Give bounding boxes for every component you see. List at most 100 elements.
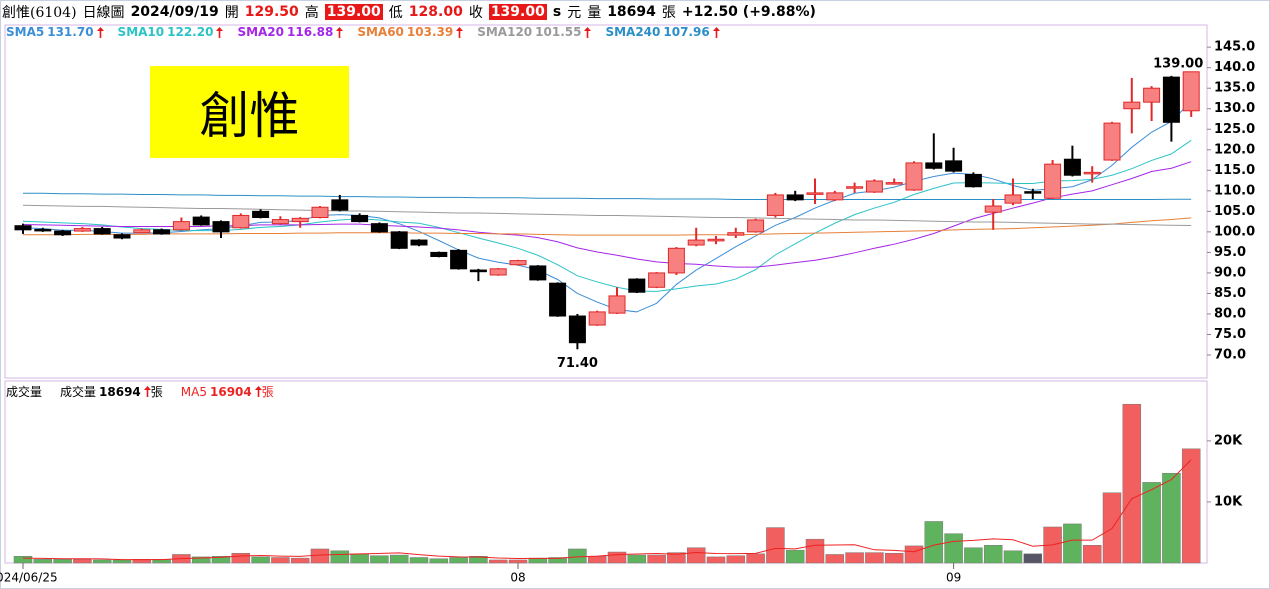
- candle-body: [1024, 191, 1042, 194]
- volume-bar: [488, 559, 508, 564]
- candle-body: [1143, 87, 1161, 103]
- volume-bar: [73, 559, 92, 564]
- volume-bar: [548, 557, 567, 564]
- candle-body: [945, 160, 963, 172]
- volume-bar: [766, 527, 785, 564]
- stock-name: 創惟(6104): [2, 5, 77, 21]
- candle-body: [390, 231, 408, 249]
- volume-bar: [92, 559, 112, 564]
- candle-body: [271, 219, 289, 225]
- y-tick-label: 125.0: [1214, 122, 1255, 137]
- volume-bar: [607, 551, 627, 564]
- volume-bar: [1063, 523, 1082, 564]
- volume-bar: [964, 547, 983, 564]
- candle-body: [747, 219, 765, 233]
- candle-body: [549, 282, 567, 317]
- volume: 18694: [607, 4, 656, 20]
- volume-bar: [370, 555, 389, 564]
- candle-body: [1044, 163, 1062, 199]
- candle-body: [489, 268, 507, 276]
- candle-body: [648, 272, 666, 288]
- candle-body: [628, 278, 646, 293]
- header: 創惟(6104) 日線圖 2024/09/19 開 129.50 高 139.0…: [2, 2, 816, 22]
- volume-bar: [647, 554, 666, 564]
- unit-s: s: [552, 4, 562, 20]
- y-tick-label: 120.0: [1214, 142, 1255, 157]
- y-tick-label: 95.0: [1214, 245, 1246, 260]
- candle-body: [846, 186, 864, 189]
- volume-bar: [251, 556, 270, 564]
- legend-value: 16904: [210, 384, 252, 399]
- candle-body: [133, 229, 151, 234]
- volume-panel: [4, 380, 1208, 564]
- close-label: 收: [468, 5, 483, 21]
- candle-body: [212, 221, 230, 233]
- volume-bar: [33, 559, 53, 564]
- y-tick-label: 20K: [1214, 433, 1243, 448]
- candle-body: [172, 221, 190, 231]
- candle-body: [291, 217, 309, 223]
- volume-bar: [310, 548, 330, 564]
- volume-bar: [1122, 403, 1142, 564]
- volume-bar: [231, 552, 251, 564]
- volume-bar: [587, 556, 607, 564]
- candle-body: [54, 230, 72, 236]
- low: 128.00: [408, 4, 463, 20]
- candle-body: [964, 173, 982, 188]
- candle-body: [984, 205, 1002, 213]
- volume-legend: 成交量 成交量 18694 張 MA5 16904 張: [6, 383, 292, 400]
- volume-bar: [53, 559, 72, 564]
- volume-bar: [1082, 545, 1102, 564]
- y-tick-label: 130.0: [1214, 101, 1255, 116]
- candle-body: [1004, 194, 1022, 204]
- legend-name: SMA20: [237, 25, 285, 39]
- volume-bar: [191, 556, 211, 564]
- candle-body: [905, 162, 923, 191]
- candle-body: [450, 249, 468, 270]
- ma-legend: SMA5 131.70 SMA10 122.20 SMA20 116.88 SMA60 103…: [6, 25, 734, 39]
- legend-name: 成交量: [60, 385, 97, 399]
- volume-bar: [1003, 550, 1023, 564]
- volume-bar: [865, 552, 884, 564]
- candle-body: [430, 251, 448, 258]
- up-arrow: [712, 26, 720, 38]
- y-tick-label: 70.0: [1214, 348, 1246, 363]
- candle-body: [252, 210, 270, 219]
- candle-body: [1083, 171, 1101, 175]
- legend-value: 103.39: [406, 25, 454, 39]
- volume-bar: [746, 553, 765, 564]
- date: 2024/09/19: [130, 4, 219, 20]
- volume-bar: [1162, 472, 1181, 564]
- candle-body: [568, 315, 586, 344]
- open-label: 開: [224, 5, 239, 21]
- candle-body: [370, 223, 388, 233]
- volume-bar: [409, 557, 429, 564]
- volume-bar: [429, 558, 449, 564]
- volume-bar: [13, 556, 33, 564]
- volume-bar: [983, 545, 1003, 564]
- y-tick-label: 145.0: [1214, 40, 1255, 55]
- close: 139.00: [488, 4, 547, 20]
- volume-bar: [389, 554, 409, 564]
- legend-value: 107.96: [663, 25, 710, 39]
- candle-body: [351, 214, 369, 223]
- unit: 元: [567, 5, 582, 21]
- volume-bar: [290, 557, 310, 564]
- legend-name: SMA5: [6, 25, 45, 39]
- legend-name: SMA10: [117, 25, 165, 39]
- volume-bar: [449, 557, 468, 564]
- period: 日線圖: [82, 5, 125, 21]
- candle-body: [34, 228, 52, 232]
- candle-body: [192, 216, 210, 226]
- volume-bar: [726, 555, 746, 564]
- candle-body: [727, 232, 745, 236]
- candle-body: [410, 239, 428, 246]
- candle-body: [311, 206, 329, 219]
- legend-value: 116.88: [287, 25, 334, 39]
- high-label: 139.00: [1153, 56, 1203, 71]
- candle-body: [1162, 76, 1180, 123]
- volume-title: 成交量: [6, 385, 43, 399]
- low-label: 71.40: [557, 356, 598, 371]
- candle-body: [529, 265, 547, 281]
